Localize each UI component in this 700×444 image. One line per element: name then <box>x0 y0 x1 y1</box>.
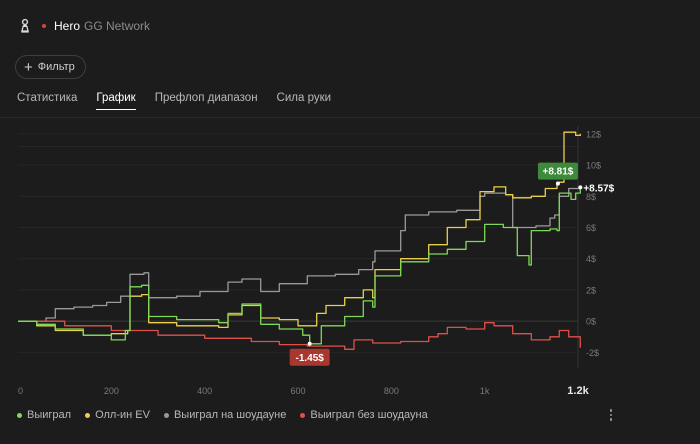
y-tick-label: 10$ <box>586 161 601 171</box>
legend-item-showdown[interactable]: Выиграл на шоудауне <box>163 409 287 421</box>
x-tick-label: 200 <box>104 386 119 396</box>
legend-dot-icon <box>300 412 306 418</box>
tab-preflop-range[interactable]: Префлоп диапазон <box>154 92 258 104</box>
series-line <box>18 186 581 322</box>
more-options-icon[interactable] <box>604 406 618 424</box>
legend-dot-icon <box>17 412 22 418</box>
y-tick-label: 6$ <box>586 223 596 233</box>
y-tick-label: 2$ <box>586 285 596 295</box>
series-line <box>18 187 581 345</box>
legend-label: Выиграл без шоудауна <box>310 409 428 421</box>
tab-hand-strength[interactable]: Сила руки <box>276 92 332 104</box>
network-name: GG Network <box>84 19 151 33</box>
series-line <box>18 320 581 350</box>
legend-dot-icon <box>163 412 169 418</box>
legend-label: Олл-ин EV <box>95 409 150 421</box>
legend-item-won[interactable]: Выиграл <box>17 409 71 421</box>
tab-graph[interactable]: График <box>96 92 136 110</box>
series-line <box>18 131 581 336</box>
legend-dot-icon <box>85 412 91 418</box>
y-tick-label: 8$ <box>586 192 596 202</box>
tabs: Статистика График Префлоп диапазон Сила … <box>17 92 331 110</box>
x-tick-label: 1k <box>480 386 490 396</box>
legend-label: Выиграл <box>27 409 72 421</box>
chart-grid <box>18 126 579 368</box>
player-name: Hero <box>54 19 81 33</box>
tab-statistics[interactable]: Статистика <box>17 92 78 104</box>
winnings-chart: 12$ 10$ 8$ 6$ 4$ 2$ 0$ -2$ 0 200 400 600 800 1k 1.2k +8… <box>18 126 615 397</box>
value-point <box>307 341 312 346</box>
legend-item-allin-ev[interactable]: Олл-ин EV <box>85 409 150 421</box>
filter-button[interactable]: + Фильтр <box>15 55 86 79</box>
y-tick-label: -2$ <box>586 348 599 358</box>
plus-icon: + <box>24 58 33 76</box>
x-tick-label: 400 <box>197 386 212 396</box>
x-tick-label: 800 <box>384 386 399 396</box>
filter-label: Фильтр <box>37 61 75 73</box>
value-label: +8.57$ <box>583 183 614 194</box>
status-dot <box>42 24 46 28</box>
value-badge <box>537 162 578 180</box>
x-tick-label: 0 <box>18 386 23 396</box>
chart-grid-line <box>18 146 580 147</box>
legend-label: Выиграл на шоудауне <box>173 409 287 421</box>
chart-legend: Выиграл Олл-ин EV Выиграл на шоудауне Вы… <box>17 409 428 421</box>
x-tick-label: 1.2k <box>567 385 589 397</box>
value-badge-label: -1.45$ <box>295 353 324 364</box>
tabs-divider <box>0 117 700 118</box>
player-avatar-icon <box>18 18 32 34</box>
header: Hero GG Network <box>18 14 150 38</box>
x-tick-label: 600 <box>290 386 305 396</box>
value-badge-label: +8.81$ <box>542 167 573 178</box>
value-point <box>578 185 583 190</box>
y-tick-label: 4$ <box>586 254 596 264</box>
legend-item-non-showdown[interactable]: Выиграл без шоудауна <box>300 409 428 421</box>
chart-series <box>18 131 581 350</box>
value-badge <box>289 348 330 366</box>
value-point <box>555 181 560 186</box>
chart-labels: 12$ 10$ 8$ 6$ 4$ 2$ 0$ -2$ 0 200 400 600 800 1k 1.2k +8… <box>18 129 615 397</box>
y-tick-label: 12$ <box>586 129 601 139</box>
y-tick-label: 0$ <box>586 317 596 327</box>
